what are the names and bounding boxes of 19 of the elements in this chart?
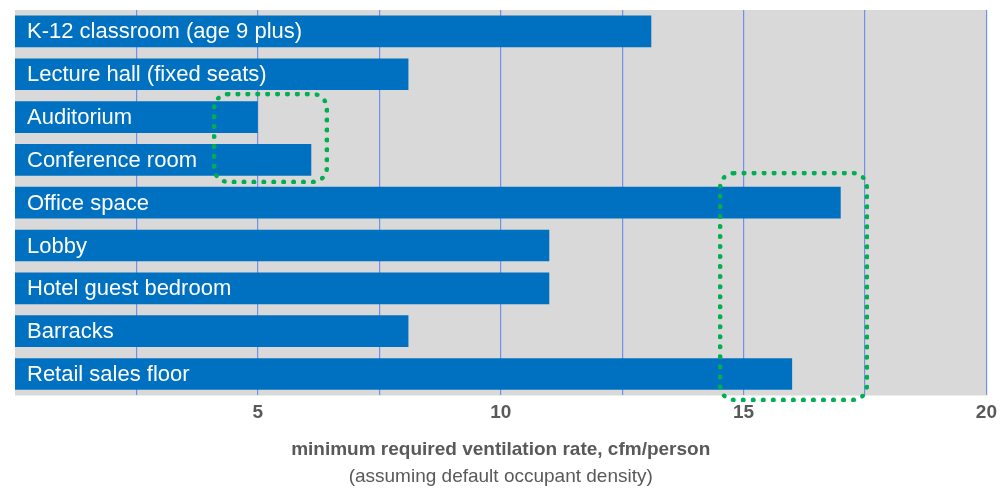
bar: [15, 229, 550, 262]
y-tick-label: Hotel guest bedroom: [27, 275, 232, 301]
y-tick-label: Lobby: [27, 232, 87, 258]
y-tick-label: Conference room: [27, 146, 197, 172]
y-tick-label: Lecture hall (fixed seats): [27, 61, 267, 87]
bar: [15, 358, 793, 390]
y-tick-label: Office space: [27, 189, 149, 215]
y-tick-label: Auditorium: [27, 104, 133, 130]
x-axis-title: minimum required ventilation rate, cfm/person: [291, 437, 711, 459]
bar: [15, 315, 409, 348]
x-tick-label: 15: [733, 401, 755, 423]
y-tick-label: K-12 classroom (age 9 plus): [27, 18, 303, 44]
y-tick-label: Barracks: [27, 318, 114, 344]
y-tick-label: Retail sales floor: [27, 361, 190, 387]
x-tick-label: 10: [490, 401, 512, 423]
text: (assuming default occupant density): [348, 465, 653, 486]
bar: [15, 186, 841, 219]
x-tick-label: 5: [252, 401, 264, 423]
x-tick-label: 20: [975, 401, 997, 423]
